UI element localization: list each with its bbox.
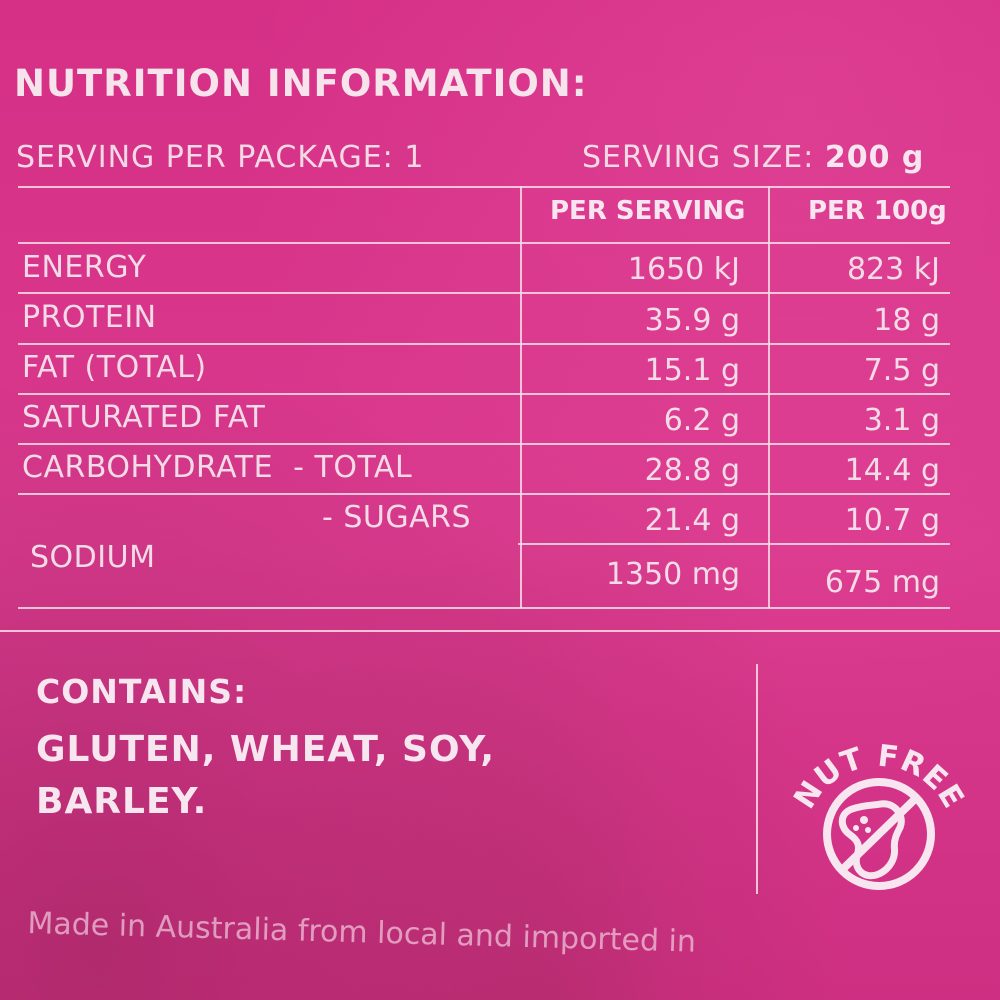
- nut-free-badge: NUT FREE: [784, 716, 974, 906]
- cell-fat-per-100g: 7.5 g: [863, 353, 940, 388]
- row-divider: [518, 543, 950, 545]
- serving-size-label: SERVING SIZE:: [582, 140, 815, 175]
- cell-carbohydrate-per-100g: 14.4 g: [844, 453, 940, 488]
- column-header-per-serving: PER SERVING: [550, 196, 746, 226]
- row-label-fat-total: FAT (TOTAL): [22, 350, 207, 385]
- row-label-protein: PROTEIN: [22, 300, 157, 335]
- table-top-border: [18, 186, 950, 188]
- row-label-energy: ENERGY: [22, 250, 147, 285]
- row-label-carbohydrate: CARBOHYDRATE - TOTAL: [22, 450, 413, 485]
- contains-allergens: GLUTEN, WHEAT, SOY, BARLEY.: [36, 729, 496, 822]
- cell-saturated-fat-per-100g: 3.1 g: [863, 403, 940, 438]
- contains-heading: CONTAINS:: [36, 672, 248, 711]
- serving-per-package: SERVING PER PACKAGE: 1: [16, 140, 425, 175]
- serving-size-value: 200 g: [824, 140, 925, 175]
- column-divider: [520, 186, 522, 608]
- serving-size: SERVING SIZE: 200 g: [582, 140, 924, 175]
- row-label-sugars: - SUGARS: [322, 500, 472, 535]
- cell-sodium-per-100g: 675 mg: [824, 565, 940, 600]
- no-peanut-icon: NUT FREE: [787, 739, 970, 890]
- row-divider: [18, 343, 950, 345]
- cell-sugars-per-100g: 10.7 g: [844, 503, 940, 538]
- cell-saturated-fat-per-serving: 6.2 g: [663, 403, 740, 438]
- cell-sugars-per-serving: 21.4 g: [644, 503, 740, 538]
- cell-protein-per-serving: 35.9 g: [644, 303, 740, 338]
- cell-fat-per-serving: 15.1 g: [644, 353, 740, 388]
- cell-energy-per-100g: 823 kJ: [846, 252, 940, 287]
- row-divider: [18, 292, 950, 294]
- cell-carbohydrate-per-serving: 28.8 g: [644, 453, 740, 488]
- cell-energy-per-serving: 1650 kJ: [627, 252, 740, 287]
- nutrition-title: NUTRITION INFORMATION:: [14, 62, 588, 105]
- table-bottom-border: [18, 607, 950, 609]
- row-label-saturated-fat: SATURATED FAT: [22, 400, 266, 435]
- row-divider: [18, 443, 950, 445]
- cell-protein-per-100g: 18 g: [873, 303, 940, 338]
- row-divider: [18, 393, 950, 395]
- section-divider: [0, 630, 1000, 632]
- table-header-border: [18, 242, 950, 244]
- allergen-box-divider: [756, 664, 758, 894]
- row-label-sodium: SODIUM: [30, 540, 156, 575]
- row-divider: [18, 493, 950, 495]
- cell-sodium-per-serving: 1350 mg: [605, 557, 740, 592]
- column-divider: [768, 186, 770, 608]
- column-header-per-100g: PER 100g: [808, 196, 947, 226]
